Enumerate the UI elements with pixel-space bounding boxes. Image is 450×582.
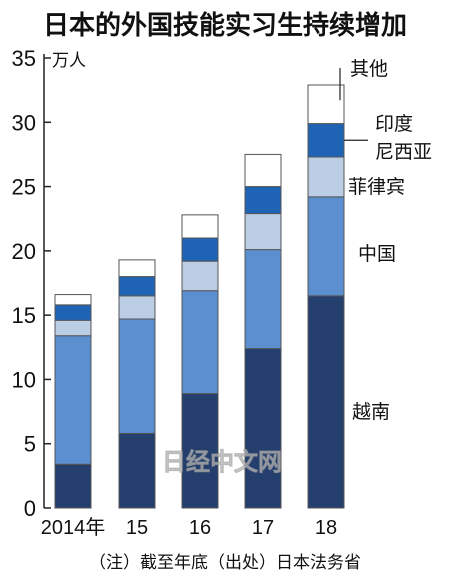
bar-segment bbox=[118, 276, 156, 297]
bar-segment bbox=[181, 237, 219, 262]
bar-segment bbox=[118, 259, 156, 278]
bar-segment bbox=[307, 196, 345, 297]
chart-title: 日本的外国技能实习生持续增加 bbox=[43, 10, 407, 41]
legend-label: 印度 bbox=[375, 113, 413, 135]
bar-segment bbox=[307, 123, 345, 158]
y-tick-label: 20 bbox=[12, 239, 36, 264]
y-tick-label: 5 bbox=[24, 432, 36, 457]
bar-segment bbox=[244, 213, 282, 251]
y-tick-label: 30 bbox=[12, 110, 36, 135]
bar-segment bbox=[118, 295, 156, 320]
bar-segment bbox=[181, 290, 219, 395]
legend-label: 尼西亚 bbox=[375, 141, 432, 163]
bar-segment bbox=[54, 304, 92, 321]
bar-segment bbox=[54, 463, 92, 509]
y-tick-label: 25 bbox=[12, 175, 36, 200]
y-tick-label: 0 bbox=[24, 496, 36, 521]
bar-segment bbox=[118, 318, 156, 434]
legend-label: 其他 bbox=[350, 58, 388, 80]
x-tick-label: 17 bbox=[252, 517, 274, 539]
y-tick-label: 35 bbox=[12, 46, 36, 71]
bar-segment bbox=[244, 153, 282, 188]
bar-segment bbox=[244, 249, 282, 350]
bar-segment bbox=[244, 348, 282, 509]
y-tick-label: 15 bbox=[12, 303, 36, 328]
bar-segment bbox=[181, 214, 219, 239]
legend-label: 菲律宾 bbox=[348, 176, 405, 198]
bar-segment bbox=[244, 186, 282, 215]
source-note: （注）截至年底（出处）日本法务省 bbox=[89, 553, 361, 573]
bar-segment bbox=[54, 319, 92, 337]
y-axis-unit: 万人 bbox=[52, 51, 86, 71]
bar-segment bbox=[54, 335, 92, 465]
y-tick-label: 10 bbox=[12, 367, 36, 392]
x-tick-label: 15 bbox=[126, 517, 148, 539]
x-tick-label: 16 bbox=[189, 517, 211, 539]
bar-segment bbox=[181, 393, 219, 509]
bar-segment bbox=[307, 156, 345, 198]
x-tick-label: 2014年 bbox=[41, 516, 106, 539]
watermark: 日经中文网 bbox=[162, 448, 282, 476]
x-tick-label: 18 bbox=[315, 517, 337, 539]
bar-segment bbox=[118, 432, 156, 509]
bar-segment bbox=[307, 84, 345, 125]
legend-label: 中国 bbox=[358, 243, 396, 265]
bar-segment bbox=[307, 295, 345, 509]
bar-segment bbox=[181, 260, 219, 292]
bar-segment bbox=[54, 294, 92, 306]
legend-label: 越南 bbox=[352, 401, 390, 423]
